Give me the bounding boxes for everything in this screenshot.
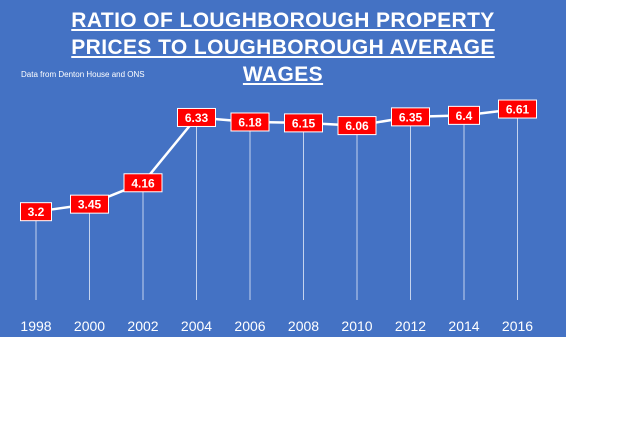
chart-subtitle: Data from Denton House and ONS bbox=[21, 70, 145, 79]
data-label-box-2016 bbox=[498, 99, 537, 119]
data-label-2012: 6.35 bbox=[399, 110, 423, 124]
data-label-2006: 6.18 bbox=[238, 115, 262, 129]
data-label-2008: 6.15 bbox=[292, 116, 316, 130]
x-tick-2012: 2012 bbox=[395, 318, 426, 334]
data-label-2002: 4.16 bbox=[131, 176, 155, 190]
x-tick-2002: 2002 bbox=[127, 318, 158, 334]
x-tick-2016: 2016 bbox=[502, 318, 533, 334]
data-label-box-2004 bbox=[177, 107, 216, 127]
chart-title-line-3: WAGES bbox=[242, 63, 324, 86]
data-label-box-2014 bbox=[448, 105, 480, 125]
x-tick-2006: 2006 bbox=[234, 318, 265, 334]
data-label-box-1998 bbox=[20, 202, 52, 222]
data-label-box-2002 bbox=[123, 173, 163, 193]
data-label-2000: 3.45 bbox=[78, 198, 102, 212]
chart-title-line-2: PRICES TO LOUGHBOROUGH AVERAGE bbox=[71, 36, 495, 59]
chart-panel: RATIO OF LOUGHBOROUGH PROPERTY PRICES TO… bbox=[0, 0, 566, 337]
x-tick-1998: 1998 bbox=[20, 318, 51, 334]
data-label-box-2000 bbox=[70, 194, 109, 214]
data-label-2004: 6.33 bbox=[185, 111, 209, 125]
data-label-2010: 6.06 bbox=[345, 119, 369, 133]
x-tick-2010: 2010 bbox=[341, 318, 372, 334]
data-label-box-2006 bbox=[230, 112, 270, 132]
data-label-box-2012 bbox=[391, 107, 430, 127]
chart-title-line-1: RATIO OF LOUGHBOROUGH PROPERTY bbox=[71, 9, 495, 32]
x-tick-2004: 2004 bbox=[181, 318, 212, 334]
x-tick-2008: 2008 bbox=[288, 318, 319, 334]
data-label-box-2010 bbox=[337, 116, 377, 136]
data-label-box-2008 bbox=[284, 113, 323, 133]
data-label-2014: 6.4 bbox=[456, 109, 473, 123]
chart-title: RATIO OF LOUGHBOROUGH PROPERTY PRICES TO… bbox=[0, 7, 566, 88]
data-label-1998: 3.2 bbox=[28, 205, 45, 219]
line-chart: 1998 2000 2002 2004 2006 2008 2010 2012 2014 2016… bbox=[20, 99, 537, 334]
series-line bbox=[35, 107, 518, 213]
x-tick-2014: 2014 bbox=[448, 318, 479, 334]
x-tick-2000: 2000 bbox=[74, 318, 105, 334]
data-label-2016: 6.61 bbox=[506, 103, 530, 117]
